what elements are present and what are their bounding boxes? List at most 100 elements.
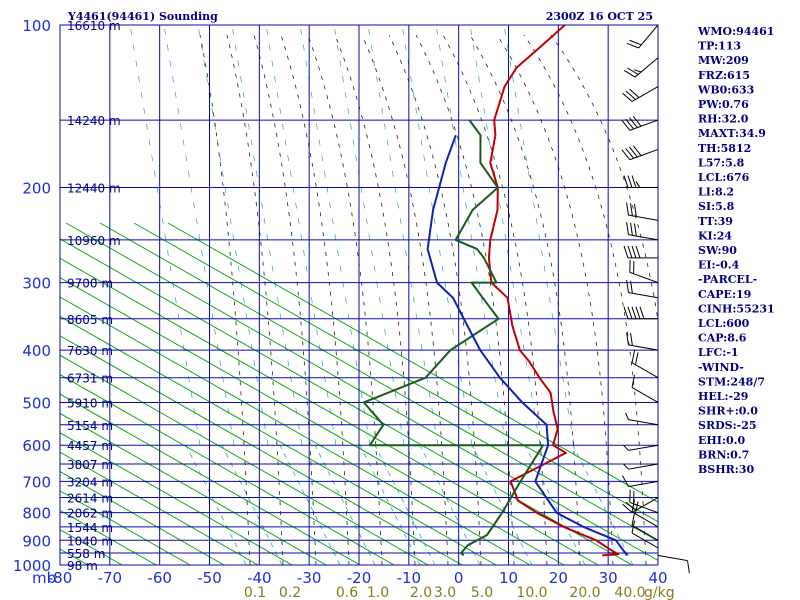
dry-adiabat: [60, 412, 327, 565]
index-entry: MW:209: [698, 54, 749, 67]
height-label: 6731 m: [67, 372, 113, 386]
index-entry: KI:24: [698, 229, 732, 242]
mixing-ratio-label: 0.2: [279, 585, 301, 600]
moist-adiabat-lines: [199, 34, 658, 565]
temperature-tick-label: 10: [499, 569, 518, 587]
moist-adiabat: [361, 34, 449, 565]
height-label: 2062 m: [67, 507, 113, 521]
wind-barb: [626, 279, 659, 299]
mixing-ratio-line-2: [359, 445, 421, 565]
wind-barb: [623, 175, 658, 189]
index-entry: L57:5.8: [698, 156, 745, 169]
temperature-tick-label: -30: [297, 569, 322, 587]
index-entry: -PARCEL-: [698, 273, 757, 286]
mixing-ratio-line-upper: [265, 25, 337, 446]
wind-barb-flag: [621, 120, 631, 131]
pressure-label-200: 200: [22, 180, 51, 198]
dry-adiabat: [60, 393, 361, 565]
temperature-tick-label: -20: [347, 569, 372, 587]
temperature-tick-label: -40: [247, 569, 272, 587]
wind-barb-flag: [633, 203, 637, 217]
wind-barb: [626, 24, 659, 49]
wind-staff: [634, 57, 659, 78]
dry-adiabat: [60, 374, 395, 565]
wind-barb: [621, 145, 659, 161]
wind-staff: [629, 148, 659, 161]
dry-adiabat: [60, 335, 463, 565]
index-entry: STM:248/7: [698, 375, 765, 388]
wind-staff: [628, 214, 659, 221]
wind-barb-flag: [639, 306, 645, 319]
wind-barb: [631, 512, 659, 541]
wind-barb-flag: [623, 70, 636, 78]
mixing-ratio-line-5: [419, 445, 481, 565]
wind-barb-flag: [629, 88, 640, 98]
wind-barb: [623, 463, 659, 470]
height-label: 98 m: [67, 559, 98, 573]
temperature-tick-label: 0: [454, 569, 464, 587]
wind-staff: [629, 271, 659, 284]
moist-adiabat: [388, 34, 482, 565]
index-entry: TP:113: [698, 40, 741, 53]
wind-barb: [623, 57, 659, 78]
wind-staff: [629, 119, 659, 131]
pressure-label-500: 500: [22, 394, 51, 412]
wind-staff: [628, 444, 659, 451]
pressure-label-700: 700: [22, 473, 51, 491]
wind-barb-flag: [634, 501, 639, 514]
height-label: 7630 m: [67, 344, 113, 358]
pressure-label-400: 400: [22, 342, 51, 360]
mixing-ratio-label: 40.0: [614, 585, 645, 600]
height-label: 12440 m: [67, 182, 121, 196]
wind-barb-flag: [632, 145, 642, 156]
mixing-ratio-line-upper: [231, 25, 303, 446]
wind-barb-flag: [625, 148, 634, 159]
wind-barb-flag: [627, 245, 633, 259]
wind-barb-flag: [629, 146, 638, 158]
wind-staff: [631, 362, 659, 379]
wind-barb: [623, 444, 659, 451]
wind-barb-flag: [631, 306, 637, 319]
mixing-ratio-line-upper: [503, 25, 575, 446]
mixing-ratio-line-upper: [129, 25, 201, 446]
wind-barb-flag: [633, 223, 637, 237]
mixing-ratio-unit: g/kg: [644, 585, 675, 600]
mixing-ratio-label: 3.0: [434, 585, 456, 600]
mixing-ratio-label: 1.0: [367, 585, 389, 600]
height-label: 8605 m: [67, 313, 113, 327]
wind-barb-flag: [631, 374, 636, 388]
index-entry: LCL:676: [698, 171, 750, 184]
wind-barb-flag: [687, 560, 690, 574]
wind-staff: [638, 24, 659, 49]
dry-adiabat: [133, 222, 658, 523]
wind-barb: [625, 412, 659, 426]
wind-barb-flag: [623, 306, 629, 319]
wind-staff: [657, 554, 688, 562]
temperature-tick-label: -70: [98, 569, 123, 587]
wind-staff: [631, 524, 659, 541]
wind-barb: [626, 332, 659, 351]
wind-barb: [629, 259, 659, 284]
wind-barb-flag: [623, 444, 629, 451]
index-entry: TH:5812: [698, 142, 751, 155]
wind-barb-flag: [627, 67, 639, 75]
mixing-ratio-label: 0.1: [244, 585, 266, 600]
wind-barbs: [621, 24, 690, 574]
mixing-ratio-line-upper: [299, 25, 371, 446]
index-entry: SI:5.8: [698, 200, 735, 213]
dry-adiabat-lines: [60, 222, 658, 565]
wind-barb: [631, 374, 659, 403]
index-entry: LFC:-1: [698, 346, 739, 359]
dry-adiabat: [60, 315, 497, 565]
dry-adiabat: [60, 296, 531, 565]
index-entry: FRZ:615: [698, 69, 750, 82]
mixing-ratio-line-upper: [367, 25, 439, 446]
index-entry: LI:8.2: [698, 186, 734, 199]
mixing-ratio-label: 2.0: [410, 585, 432, 600]
wind-barb: [622, 497, 659, 513]
wind-barb-flag: [626, 42, 639, 49]
wind-barb-flag: [631, 245, 637, 259]
wind-barb-flag: [623, 245, 629, 259]
